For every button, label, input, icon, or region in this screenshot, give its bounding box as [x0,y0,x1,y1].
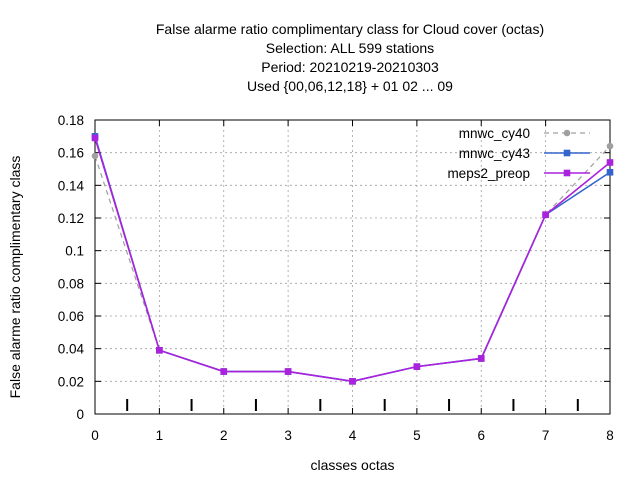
x-tick-label: 6 [477,428,485,443]
x-tick-label: 3 [284,428,292,443]
chart-title: False alarme ratio complimentary class f… [156,21,544,94]
y-tick-label: 0.16 [58,146,84,161]
grid [95,120,610,414]
y-tick-label: 0.14 [58,178,85,193]
title-line: Selection: ALL 599 stations [266,40,434,56]
title-line: Used {00,06,12,18} + 01 02 ... 09 [247,78,453,94]
y-tick-label: 0.08 [58,276,84,291]
title-line: False alarme ratio complimentary class f… [156,21,544,37]
x-axis-label: classes octas [310,457,394,473]
data-point [156,347,163,354]
x-axis: 0 1 2 3 4 5 6 7 8 [91,120,614,443]
data-point [284,368,292,375]
data-point [349,378,356,385]
y-axis-label: False alarme ratio complimentary class [7,156,23,399]
y-tick-label: 0.04 [58,342,85,357]
data-point [91,152,99,160]
series-meps2_preop [91,134,614,385]
y-tick-label: 0.06 [58,309,84,324]
legend-marker [563,149,571,157]
y-tick-label: 0.02 [58,374,84,389]
data-point [477,355,485,362]
data-point [220,368,228,375]
legend-label: meps2_preop [447,166,530,181]
x-tick-label: 2 [220,428,228,443]
class-boundary-ticks [126,399,579,411]
series-line [94,137,611,383]
data-point [606,168,614,176]
x-tick-label: 5 [413,428,421,443]
x-tick-label: 0 [91,428,99,443]
data-point [542,211,549,219]
data-point [413,363,421,370]
y-tick-label: 0 [76,407,84,422]
legend-marker [563,129,571,137]
legend-marker [563,169,571,177]
x-tick-label: 8 [606,428,614,443]
series [91,133,614,385]
data-point [91,134,99,142]
y-axis: 0 0.02 0.04 0.06 0.08 0.1 0.12 0.14 0.16 0.18 [58,113,610,422]
y-tick-label: 0.12 [58,211,84,226]
data-point [606,142,614,150]
x-tick-label: 7 [542,428,550,443]
series-line [94,136,611,383]
legend: mnwc_cy40 mnwc_cy43 meps2_preop [447,126,590,181]
y-tick-label: 0.18 [58,113,84,128]
y-tick-label: 0.1 [65,244,84,259]
data-point [606,159,614,166]
title-line: Period: 20210219-20210303 [261,59,439,75]
legend-label: mnwc_cy43 [459,146,530,161]
x-tick-label: 1 [156,428,164,443]
x-tick-label: 4 [349,428,357,443]
legend-label: mnwc_cy40 [459,126,530,141]
